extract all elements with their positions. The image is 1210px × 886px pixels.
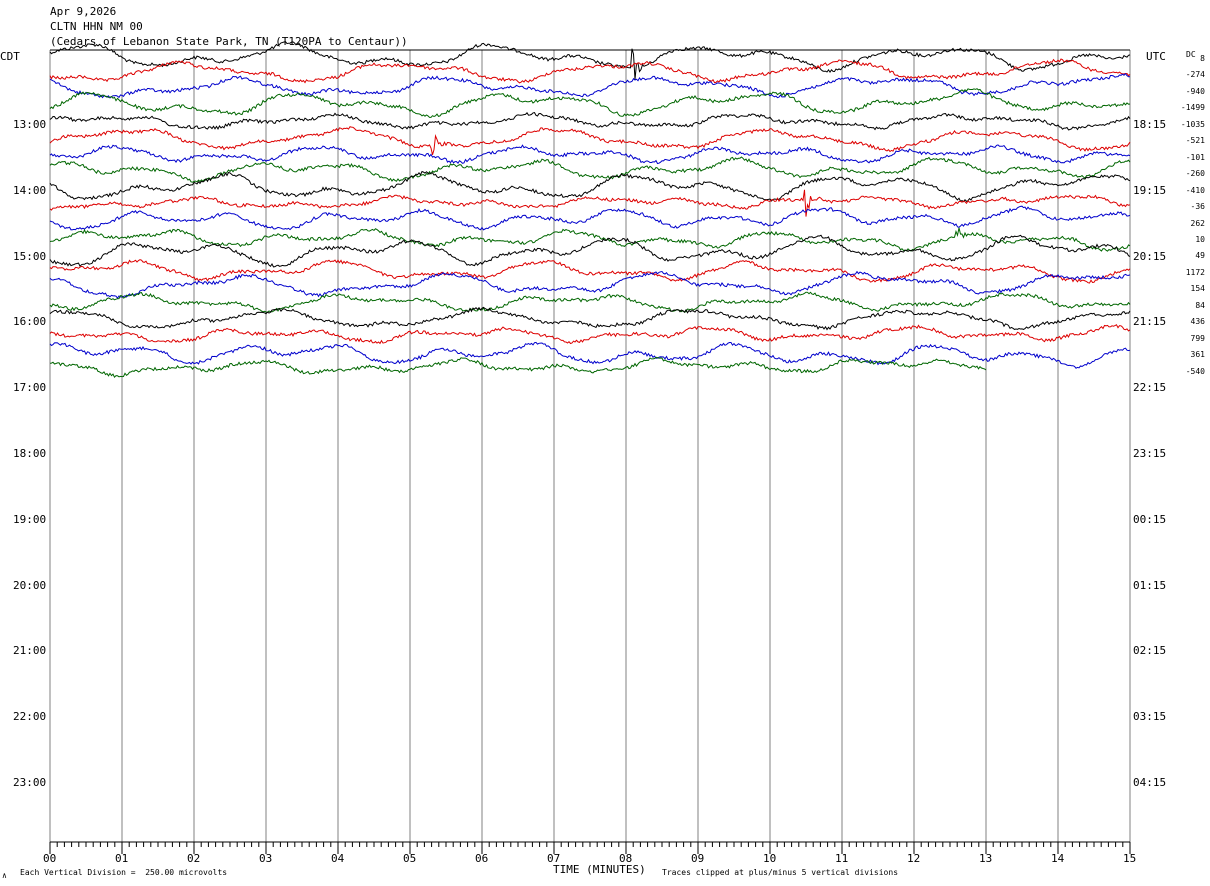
trace-line-red [49, 126, 1131, 155]
x-tick-label: 12 [907, 852, 921, 865]
dc-offset-label: 436 [1190, 317, 1205, 327]
left-time-label: 19:00 [13, 512, 47, 526]
right-time-label: 21:15 [1133, 315, 1167, 329]
trace-line-green [49, 291, 1131, 313]
x-tick-label: 14 [1051, 852, 1065, 865]
trace-line-blue [49, 72, 1131, 99]
trace-line-black [49, 306, 1131, 331]
clip-note: Traces clipped at plus/minus 5 vertical … [662, 868, 899, 877]
trace-line-blue [49, 205, 1131, 231]
trace-line-green [49, 227, 1131, 252]
x-tick-label: 07 [547, 852, 561, 865]
trace-line-red [49, 58, 1131, 84]
x-tick-label: 15 [1123, 852, 1137, 865]
trace-line-red [49, 259, 1131, 284]
right-time-label: 18:15 [1133, 118, 1167, 131]
station-label: CLTN HHN NM 00 [50, 20, 143, 33]
right-time-label: 03:15 [1133, 710, 1167, 724]
date-label: Apr 9,2026 [50, 5, 117, 18]
right-time-label: 02:15 [1133, 644, 1167, 658]
trace-line-green [49, 88, 1131, 118]
left-time-label: 13:00 [13, 118, 47, 131]
right-time-label: 20:15 [1133, 249, 1167, 263]
left-time-label: 22:00 [13, 710, 47, 724]
dc-offset-label: 361 [1190, 350, 1205, 360]
dc-offset-label: -940 [1185, 86, 1205, 96]
trace-line-green [49, 356, 987, 379]
dc-header-label: DC [1186, 50, 1196, 59]
right-time-label: 23:15 [1133, 447, 1167, 460]
scale-note: Each Vertical Division = 250.00 microvol… [20, 868, 228, 877]
left-time-label: 14:00 [13, 183, 47, 197]
dc-offset-label: -410 [1185, 185, 1205, 195]
x-axis [49, 841, 1131, 854]
dc-offset-label: 262 [1190, 218, 1205, 228]
x-tick-label: 00 [43, 852, 57, 865]
left-time-label: 17:00 [13, 381, 47, 395]
x-tick-label: 04 [331, 852, 345, 865]
trace-line-black [49, 170, 1131, 203]
dc-offset-label: 49 [1195, 251, 1205, 261]
left-time-label: 23:00 [13, 776, 47, 789]
x-tick-label: 05 [403, 852, 417, 865]
dc-offset-label: -260 [1185, 169, 1205, 179]
trace-line-black [49, 234, 1131, 268]
left-time-label: 20:00 [13, 578, 47, 592]
logo-mark: ∧ [2, 871, 7, 880]
right-time-label: 22:15 [1133, 381, 1167, 395]
x-tick-label: 11 [835, 852, 849, 865]
left-time-label: 15:00 [13, 249, 47, 263]
grid-lines [49, 49, 1131, 842]
dc-offset-label: -101 [1185, 152, 1205, 162]
dc-offset-label: 1172 [1185, 267, 1205, 277]
x-axis-title: TIME (MINUTES) [553, 863, 646, 876]
dc-offset-label: -1035 [1180, 119, 1205, 129]
trace-line-blue [49, 270, 1131, 299]
dc-offset-label: -274 [1185, 70, 1205, 80]
left-timezone-label: CDT [0, 50, 20, 63]
right-time-label: 01:15 [1133, 578, 1167, 592]
trace-line-blue [49, 341, 1131, 369]
x-tick-label: 08 [619, 852, 633, 865]
right-time-label: 00:15 [1133, 512, 1167, 526]
dc-offset-label: -1499 [1180, 103, 1205, 113]
dc-offset-label: -521 [1185, 136, 1205, 146]
dc-offset-label: -36 [1190, 202, 1205, 212]
dc-offset-label: -540 [1185, 366, 1205, 376]
left-time-label: 18:00 [13, 447, 47, 460]
trace-line-black [49, 111, 1131, 131]
trace-line-blue [49, 144, 1131, 165]
dc-offset-label: 799 [1190, 333, 1205, 343]
trace-line-red [49, 189, 1131, 217]
dc-offset-label: 10 [1195, 234, 1205, 244]
x-tick-label: 09 [691, 852, 705, 865]
right-timezone-label: UTC [1146, 50, 1166, 63]
left-time-label: 21:00 [13, 644, 47, 658]
x-tick-label: 13 [979, 852, 993, 865]
right-time-label: 04:15 [1133, 776, 1167, 789]
x-tick-label: 03 [259, 852, 273, 865]
dc-offset-label: 84 [1195, 300, 1205, 310]
left-time-label: 16:00 [13, 315, 47, 329]
dc-offset-label: 154 [1190, 284, 1205, 294]
x-tick-label: 01 [115, 852, 129, 865]
trace-line-black [49, 41, 1131, 80]
x-tick-label: 06 [475, 852, 489, 865]
x-tick-label: 02 [187, 852, 201, 865]
trace-line-green [49, 156, 1131, 183]
seismic-traces [49, 41, 1131, 379]
x-tick-label: 10 [763, 852, 777, 865]
trace-line-red [49, 324, 1131, 345]
right-time-label: 19:15 [1133, 183, 1167, 197]
dc-offset-label: 8 [1200, 54, 1205, 63]
location-label: (Cedars of Lebanon State Park, TN (T120P… [50, 35, 408, 48]
